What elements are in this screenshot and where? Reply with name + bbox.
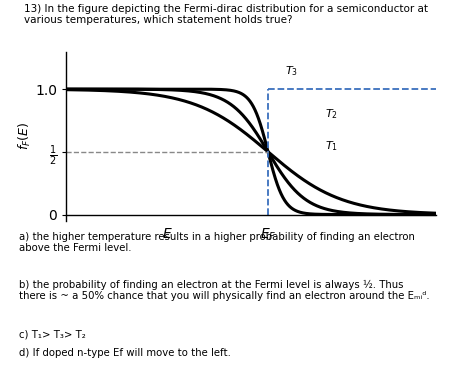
Y-axis label: $f_F(E)$: $f_F(E)$ bbox=[17, 122, 33, 151]
Text: $T_1$: $T_1$ bbox=[325, 139, 338, 153]
Text: 13) In the figure depicting the Fermi-dirac distribution for a semiconductor at
: 13) In the figure depicting the Fermi-di… bbox=[24, 4, 428, 25]
Text: c) T₁> T₃> T₂: c) T₁> T₃> T₂ bbox=[18, 330, 85, 340]
Text: d) If doped n-type Ef will move to the left.: d) If doped n-type Ef will move to the l… bbox=[18, 348, 230, 358]
Text: b) the probability of finding an electron at the Fermi level is always ½. Thus
t: b) the probability of finding an electro… bbox=[18, 280, 429, 301]
Text: $E_F$: $E_F$ bbox=[260, 227, 276, 244]
Text: $T_2$: $T_2$ bbox=[325, 107, 338, 121]
Text: a) the higher temperature results in a higher probability of finding an electron: a) the higher temperature results in a h… bbox=[18, 232, 415, 254]
Text: $T_3$: $T_3$ bbox=[285, 64, 298, 78]
Text: $E$: $E$ bbox=[162, 227, 173, 241]
